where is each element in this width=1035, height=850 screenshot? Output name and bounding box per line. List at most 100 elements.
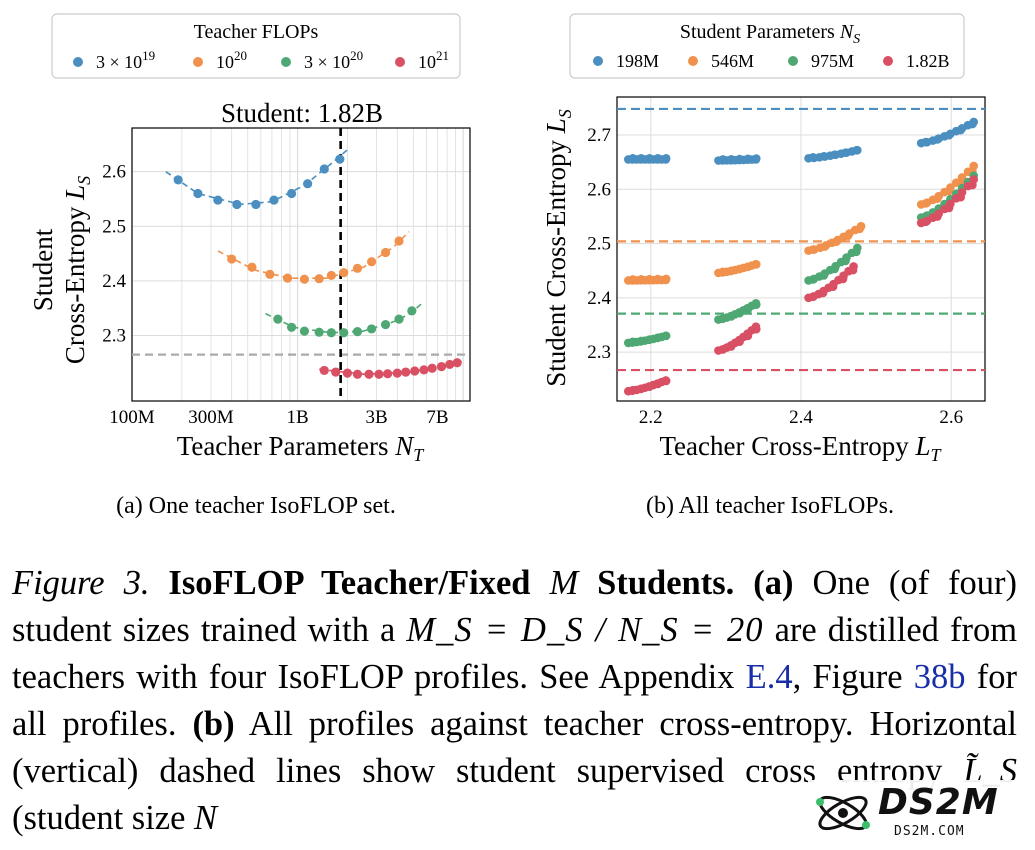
data-point — [299, 274, 310, 284]
legend-a-label-0: 3 × 1019 — [96, 48, 155, 72]
data-point — [383, 369, 393, 379]
data-point — [957, 188, 967, 197]
chart-b-ylabel: Student Cross-Entropy LS — [541, 109, 575, 387]
data-point — [269, 195, 279, 205]
data-point — [213, 195, 223, 205]
caption-a-text-1: One (of four) student sizes trained with… — [12, 564, 1018, 649]
data-point — [352, 327, 363, 337]
caption-b-tail-var: N — [194, 799, 218, 837]
data-point — [401, 367, 411, 377]
xtick-label: 2.6 — [939, 407, 963, 428]
data-point — [969, 161, 979, 171]
ytick-label: 2.6 — [587, 179, 611, 200]
svg-text:Student Cross-Entropy LS: Student Cross-Entropy LS — [541, 109, 575, 387]
fit-curve-1 — [217, 231, 410, 279]
data-point — [339, 268, 349, 278]
data-point — [751, 298, 761, 308]
data-point — [394, 236, 404, 246]
data-point — [367, 257, 377, 267]
data-point — [193, 188, 203, 199]
legend-a-marker-2 — [281, 57, 291, 67]
caption-b-text: All profiles against teacher cross-entro… — [12, 705, 1017, 790]
legend-a-marker-0 — [73, 57, 83, 67]
caption-b-tail: (student size — [12, 799, 186, 837]
data-point — [173, 175, 183, 185]
data-point — [299, 326, 310, 336]
caption-a-math: M_S = D_S / N_S = 20 — [406, 611, 764, 649]
legend-b-title: Student Parameters NS — [680, 21, 860, 47]
legend-a-marker-3 — [395, 57, 405, 67]
chart-a-caption: (a) One teacher IsoFLOP set. — [116, 493, 396, 519]
figure-link[interactable]: 38b — [913, 658, 966, 696]
chart-b-caption: (b) All teacher IsoFLOPs. — [646, 493, 894, 519]
data-point — [247, 262, 257, 272]
chart-b-xlabel: Teacher Cross-Entropy LT — [659, 431, 942, 465]
data-point — [319, 164, 329, 174]
data-point — [282, 273, 293, 283]
ytick-label: 2.3 — [587, 342, 611, 363]
data-point — [374, 369, 384, 379]
ytick-label: 2.5 — [587, 234, 611, 255]
legend-b-marker-3 — [883, 56, 893, 66]
legend-a-label-2: 3 × 1020 — [304, 48, 363, 72]
data-point — [326, 270, 336, 281]
data-point — [436, 362, 447, 372]
xtick-label: 2.4 — [789, 407, 813, 428]
data-point — [265, 269, 275, 279]
legend-a-title: Teacher FLOPs — [194, 21, 319, 43]
data-point — [969, 117, 979, 127]
caption-a-marker: (a) — [753, 564, 794, 602]
data-point — [380, 319, 391, 330]
xtick-label: 2.2 — [639, 407, 663, 428]
legend-b-marker-2 — [788, 56, 798, 66]
data-point — [751, 155, 761, 164]
data-point — [286, 188, 297, 199]
data-point — [392, 368, 402, 378]
ytick-label: 2.3 — [102, 325, 126, 346]
data-point — [452, 358, 462, 368]
data-point — [331, 367, 341, 377]
xtick-label: 3B — [365, 407, 387, 428]
chart-a-ylabel: Student Cross-Entropy LS — [28, 176, 94, 364]
data-point — [853, 145, 862, 155]
data-point — [849, 262, 858, 271]
data-point — [853, 243, 862, 253]
xtick-label: 100M — [109, 407, 155, 428]
legend-b-label-0: 198M — [616, 51, 659, 71]
data-point — [661, 275, 671, 285]
legend-b-label-3: 1.82B — [906, 51, 950, 71]
chart-b-frame — [616, 96, 986, 402]
appendix-link[interactable]: E.4 — [745, 658, 793, 696]
chart-a-frame — [131, 127, 471, 402]
caption-mid: , Figure — [792, 658, 903, 696]
data-point — [273, 314, 283, 324]
figure: Teacher FLOPs 3 × 1019 1020 3 × 1020 102… — [28, 13, 986, 519]
data-point — [934, 209, 943, 218]
data-point — [661, 331, 671, 341]
ytick-label: 2.6 — [102, 162, 126, 183]
data-point — [969, 175, 979, 184]
data-point — [445, 359, 455, 370]
figure-caption: Figure 3. IsoFLOP Teacher/Fixed M Studen… — [12, 560, 1017, 842]
data-point — [367, 324, 377, 334]
ytick-label: 2.4 — [587, 288, 611, 309]
data-point — [314, 327, 324, 337]
xtick-label: 7B — [426, 407, 448, 428]
watermark: DS2M DS2M.COM — [808, 780, 1028, 845]
data-point — [661, 376, 671, 385]
caption-title: IsoFLOP Teacher/Fixed M Students. — [168, 564, 735, 602]
data-point — [286, 322, 297, 332]
ytick-label: 2.5 — [102, 216, 126, 237]
data-point — [342, 368, 353, 378]
data-point — [856, 221, 866, 231]
data-point — [380, 247, 391, 258]
caption-figure-label: Figure 3. — [12, 564, 150, 602]
data-point — [319, 365, 329, 376]
atom-logo-icon — [816, 795, 870, 831]
data-point — [364, 369, 374, 379]
data-point — [419, 365, 429, 375]
legend-b-label-1: 546M — [711, 51, 754, 71]
caption-b-marker: (b) — [192, 705, 235, 743]
data-point — [957, 173, 967, 182]
data-point — [394, 314, 404, 324]
